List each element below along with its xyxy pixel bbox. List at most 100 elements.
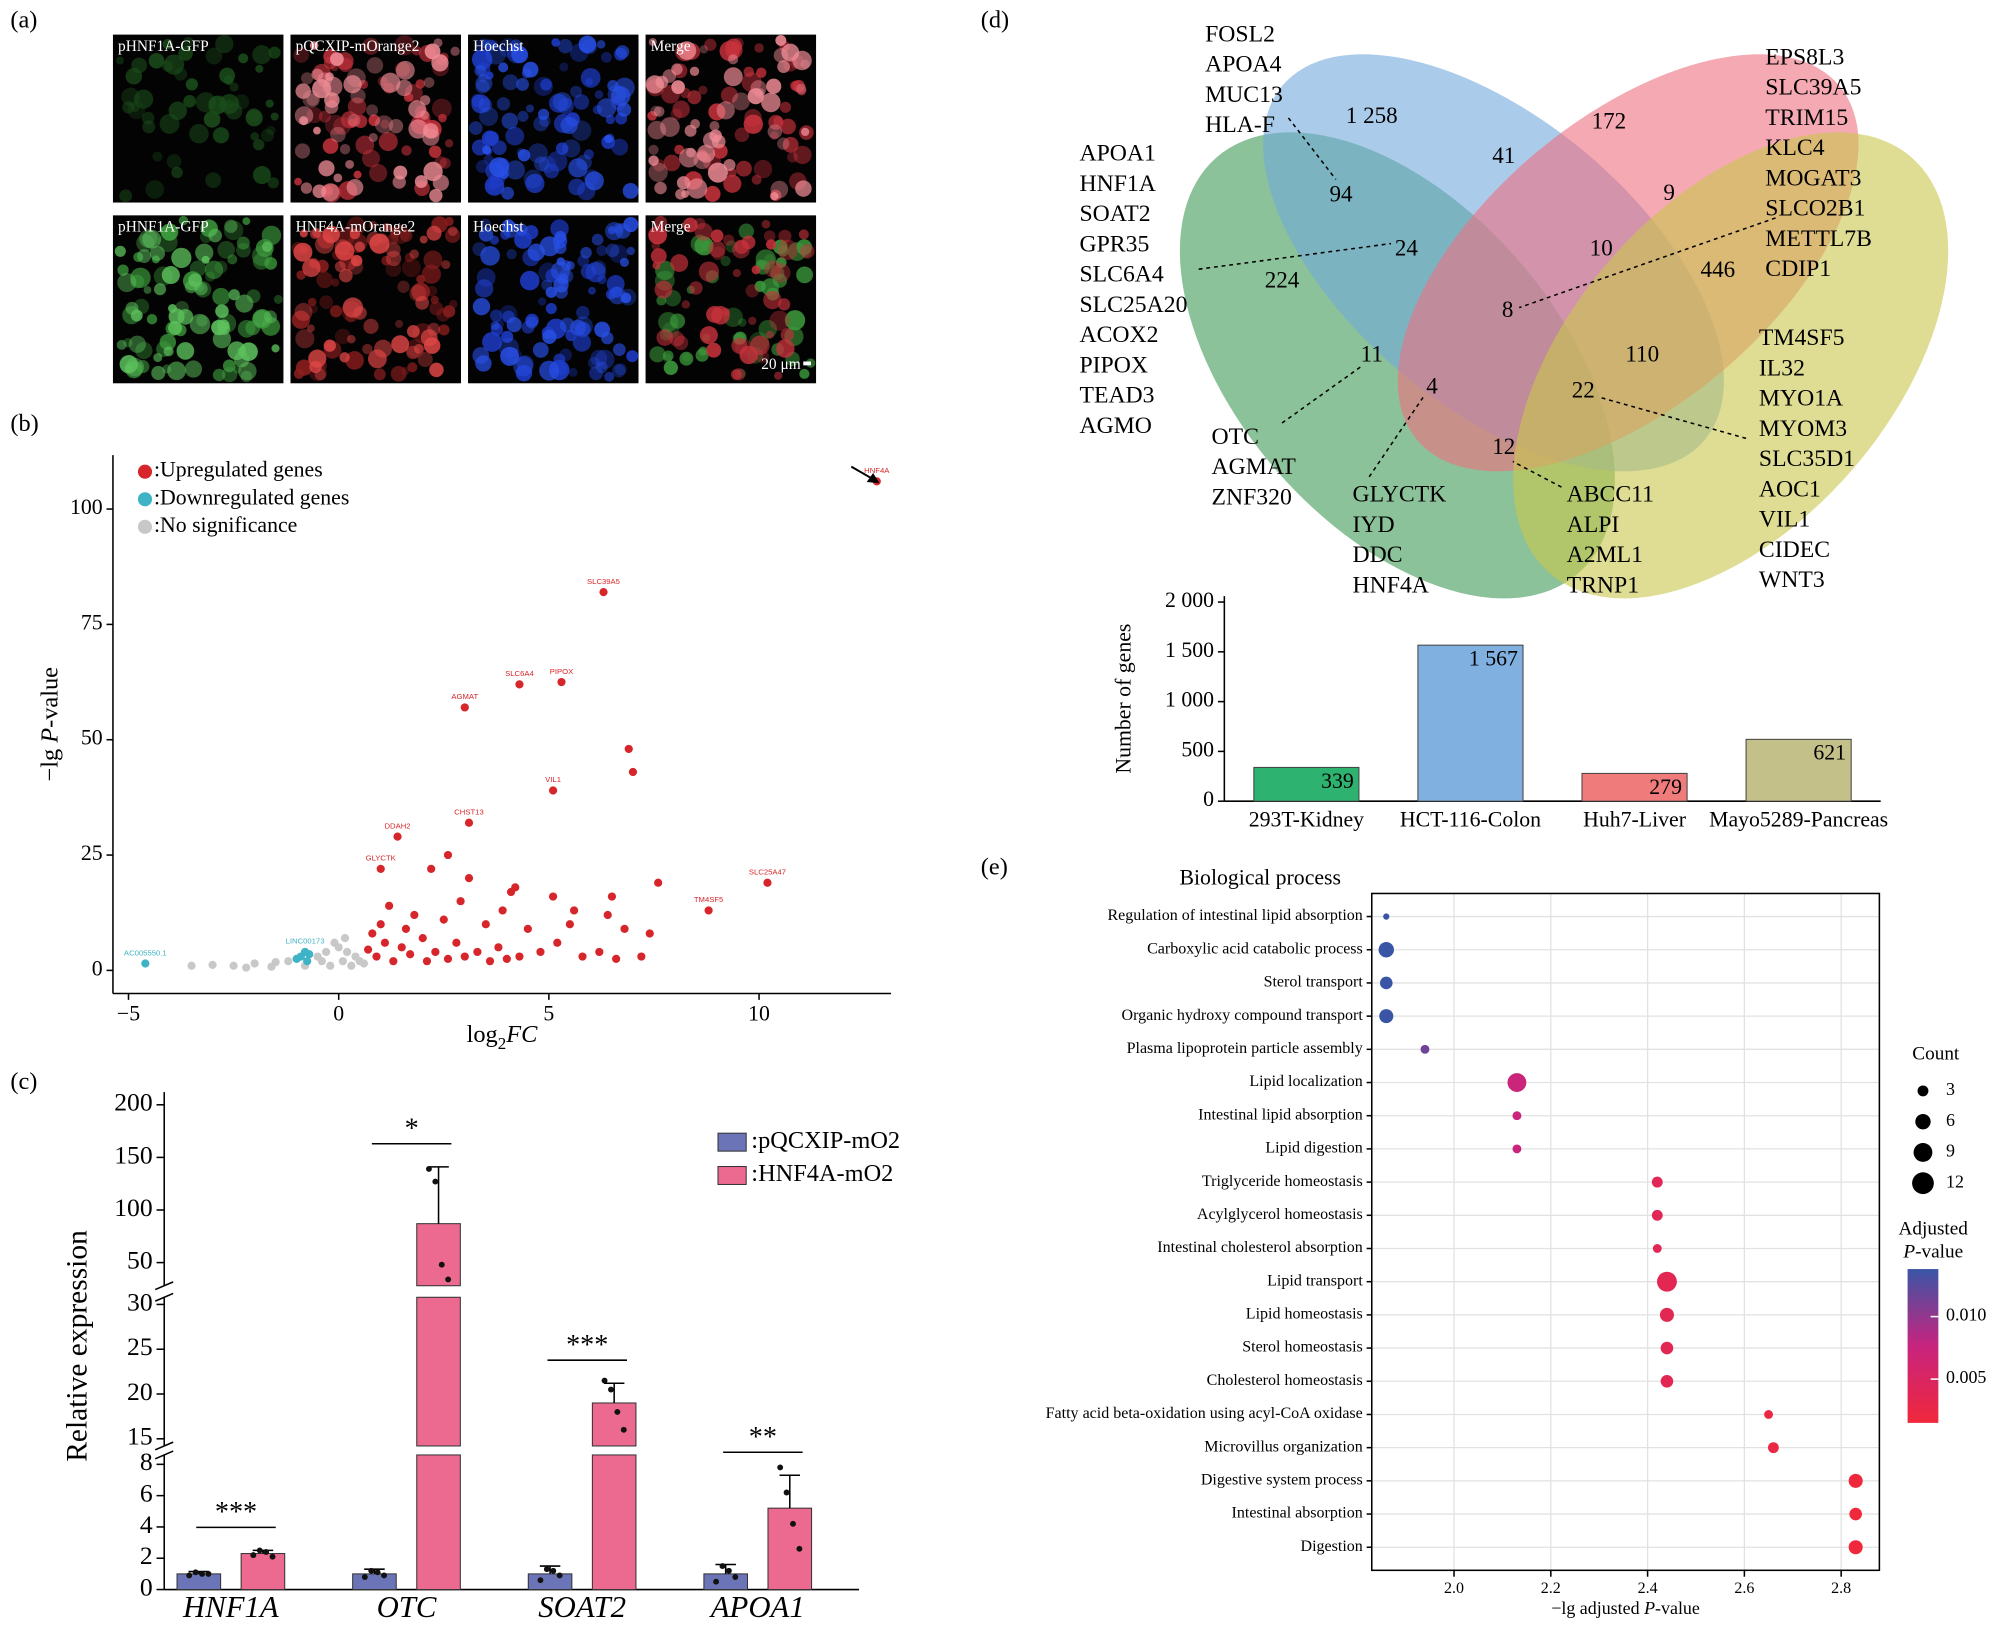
cell [770, 131, 779, 140]
cell [153, 353, 163, 363]
cell [380, 119, 390, 129]
cell [532, 342, 549, 358]
y-tick-label: Triglyceride homeostasis [1202, 1173, 1363, 1190]
cell [242, 217, 251, 226]
point [326, 961, 335, 970]
cell [690, 119, 700, 129]
replicate-point [550, 1567, 557, 1574]
cell [391, 335, 410, 354]
cell [354, 241, 365, 252]
cell [429, 188, 443, 203]
cell [482, 332, 502, 352]
cell [377, 233, 388, 244]
cell [770, 192, 779, 201]
point [569, 906, 579, 915]
leader-line [1512, 460, 1562, 488]
cell [349, 228, 361, 240]
size-legend-marker [1912, 1172, 1934, 1195]
y-axis-label-part: −lg [36, 743, 63, 782]
cell [208, 95, 227, 115]
cell [795, 180, 812, 197]
dot [1512, 1144, 1522, 1154]
point-label: VIL1 [545, 775, 561, 784]
replicate-point [361, 1574, 368, 1580]
cell [539, 115, 551, 127]
cell [438, 113, 447, 123]
cell [576, 154, 592, 171]
cell [565, 261, 575, 271]
cell [151, 365, 166, 381]
x-axis-label-part: 2 [498, 1034, 507, 1053]
point [464, 818, 474, 827]
y-tick-label: Digestion [1301, 1538, 1363, 1555]
replicate-point [608, 1386, 614, 1393]
cell [347, 259, 364, 275]
cell [648, 37, 657, 47]
cell [117, 264, 129, 276]
cell [706, 305, 723, 323]
cell [706, 342, 722, 358]
cell [764, 254, 775, 265]
cell [594, 90, 604, 99]
replicate-point [713, 1578, 720, 1585]
cell [389, 226, 401, 238]
point [347, 961, 356, 970]
cell [766, 78, 782, 94]
cell [167, 361, 186, 381]
point [401, 924, 411, 933]
cell [501, 112, 519, 130]
cell [166, 154, 182, 169]
cell [533, 76, 553, 96]
cell [679, 351, 694, 366]
panel-label: (b) [10, 410, 38, 437]
cell [314, 234, 334, 254]
region-count: 1 258 [1346, 102, 1398, 128]
x-tick-label: Mayo5289-Pancreas [1709, 808, 1888, 832]
cell [589, 366, 604, 381]
cell [162, 364, 172, 374]
cell [513, 356, 534, 377]
cell [754, 43, 764, 53]
point [250, 959, 259, 968]
point [565, 920, 574, 929]
cell [152, 151, 163, 162]
cell [580, 263, 597, 280]
gene-label: METTL7B [1765, 226, 1872, 252]
point [342, 947, 352, 957]
y-tick-label: Fatty acid beta-oxidation using acyl-CoA… [1046, 1405, 1363, 1422]
point [427, 864, 436, 874]
cell [431, 98, 452, 119]
cell [673, 335, 689, 351]
cell [429, 362, 444, 378]
cell [799, 368, 810, 379]
cell [353, 306, 367, 320]
point [704, 906, 713, 915]
cell [475, 79, 490, 94]
cell [212, 368, 226, 382]
legend-label: :HNF4A-mO2 [751, 1160, 893, 1187]
cell [433, 38, 443, 48]
bar [767, 1507, 813, 1591]
gene-label: MYO1A [1759, 386, 1843, 412]
gene-label: A2ML1 [1567, 542, 1643, 568]
cell [656, 329, 674, 346]
cell [776, 339, 795, 358]
arrow-head [866, 473, 880, 484]
cell [146, 314, 158, 325]
cell [334, 261, 346, 272]
cell [771, 263, 791, 283]
x-axis-label-part: P [1643, 1598, 1655, 1618]
point [599, 587, 608, 597]
point [460, 952, 469, 961]
region-count: 10 [1590, 234, 1613, 260]
cell [767, 124, 783, 139]
gene-label: MOGAT3 [1765, 165, 1861, 191]
cell [333, 117, 352, 135]
cell [548, 93, 568, 113]
cell [801, 127, 810, 137]
replicate-point [614, 1408, 621, 1415]
cell [321, 183, 340, 202]
legend-marker [717, 1166, 747, 1185]
cell [502, 74, 519, 91]
cell [595, 361, 608, 374]
